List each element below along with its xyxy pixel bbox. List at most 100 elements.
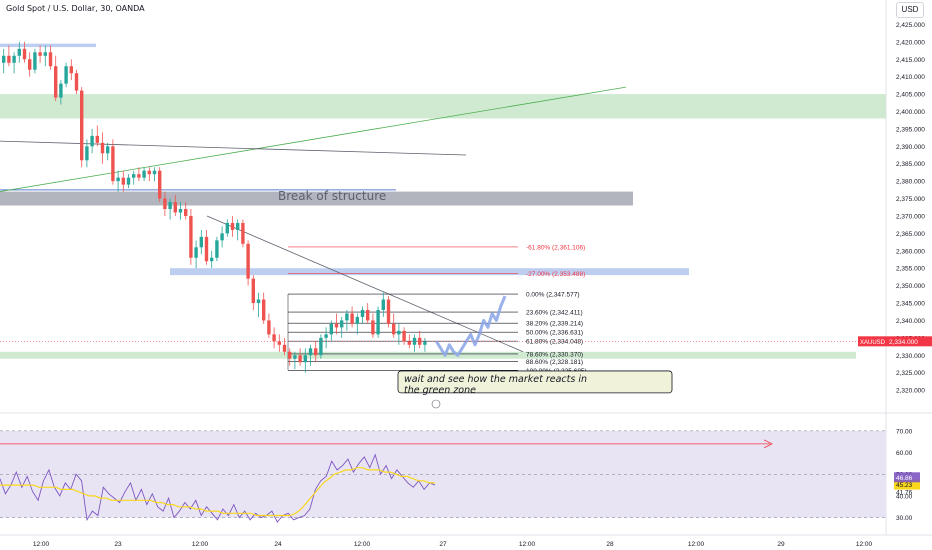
candle-body	[121, 177, 125, 185]
candle-body	[69, 66, 73, 74]
price-tick-label: 2,385.000	[896, 161, 925, 168]
rsi-value-label: 41.76	[896, 490, 913, 497]
price-tick-label: 2,325.000	[896, 370, 925, 377]
trend-line-descending	[206, 215, 524, 353]
candle-body	[230, 222, 235, 230]
price-tick-label: 2,405.000	[896, 92, 925, 99]
candle-body	[132, 174, 136, 178]
time-tick-label: 12:00	[33, 541, 50, 548]
candle-body	[256, 299, 261, 304]
candle-body	[308, 348, 313, 356]
rsi-tick-label: 30.00	[896, 515, 913, 522]
price-tick-label: 2,320.000	[896, 388, 925, 395]
candle-body	[282, 344, 287, 352]
candle-body	[7, 55, 11, 63]
rsi-tick-label: 60.00	[896, 450, 913, 457]
candle-body	[137, 174, 141, 178]
candle-body	[366, 309, 370, 321]
candle-body	[251, 278, 255, 304]
candle-body	[163, 198, 167, 209]
candle-body	[106, 146, 110, 154]
candle-body	[59, 83, 63, 98]
time-tick-label: 23	[114, 541, 122, 548]
price-tick-label: 2,375.000	[896, 196, 925, 203]
candle-body	[90, 135, 94, 147]
candle-body	[418, 337, 422, 345]
candle-body	[43, 52, 47, 56]
time-tick-label: 12:00	[192, 541, 209, 548]
candle-body	[288, 351, 292, 359]
price-tick-label: 2,410.000	[896, 74, 925, 81]
candle-body	[116, 177, 120, 182]
rsi-line	[0, 453, 436, 523]
candle-body	[262, 299, 266, 321]
zone-supply	[0, 94, 886, 119]
candle-body	[173, 202, 177, 213]
candle-body	[386, 299, 391, 324]
last-price-value: 2,334.000	[889, 339, 918, 346]
candle-body	[293, 355, 297, 359]
fib-level-label: 23.60% (2,342.411)	[526, 310, 583, 317]
candle-body	[80, 90, 84, 161]
candle-body	[48, 52, 53, 67]
last-price-symbol-badge	[858, 336, 886, 347]
note-text-line-2: the green zone	[404, 385, 476, 396]
rsi-tick-label: 40.00	[896, 493, 913, 500]
candle-body	[2, 55, 6, 63]
price-tick-label: 2,370.000	[896, 213, 925, 220]
candle-body	[314, 348, 318, 356]
fib-level-label: 78.60% (2,330.370)	[526, 351, 583, 358]
price-tick-label: 2,390.000	[896, 144, 925, 151]
candle-body	[225, 222, 229, 234]
candle-body	[199, 236, 203, 248]
candle-body	[340, 320, 344, 328]
candle-body	[158, 170, 162, 199]
candle-body	[33, 52, 37, 70]
time-tick-label: 12:00	[354, 541, 371, 548]
candle-body	[350, 313, 354, 324]
rsi-arrow-head-icon	[763, 439, 773, 449]
fib-level-label: -61.80% (2,361.106)	[526, 244, 585, 251]
projection-path	[435, 295, 507, 357]
fib-level-label: -27.00% (2,353.488)	[526, 271, 585, 278]
price-tick-label: 2,355.000	[896, 266, 925, 273]
candle-body	[126, 177, 131, 185]
price-tick-label: 2,330.000	[896, 353, 925, 360]
currency-badge[interactable]: USD	[896, 2, 924, 18]
candle-body	[345, 313, 349, 321]
candle-body	[184, 209, 188, 216]
price-tick-label: 2,420.000	[896, 39, 925, 46]
candle-body	[360, 309, 365, 317]
candle-body	[334, 323, 339, 328]
price-tick-label: 2,350.000	[896, 283, 925, 290]
rsi-tick-label: 70.00	[896, 428, 913, 435]
candle-body	[355, 316, 359, 324]
candle-body	[407, 341, 411, 345]
zone-demand	[0, 351, 856, 359]
candle-body	[204, 236, 209, 262]
last-price-symbol: XAUUSD	[860, 340, 886, 346]
candle-body	[376, 309, 380, 335]
candle-body	[178, 209, 183, 213]
price-tick-label: 2,365.000	[896, 231, 925, 238]
candle-body	[64, 66, 68, 84]
candle-body	[319, 337, 323, 356]
time-tick-label: 27	[439, 541, 447, 548]
price-tick-label: 2,345.000	[896, 301, 925, 308]
candle-body	[100, 142, 105, 154]
zone-blue-top	[0, 43, 96, 48]
candle-body	[246, 243, 250, 279]
time-tick-label: 12:00	[856, 541, 873, 548]
time-tick-label: 29	[777, 541, 785, 548]
price-tick-label: 2,425.000	[896, 22, 925, 29]
candle-body	[397, 330, 401, 335]
candle-body	[423, 341, 427, 345]
candle-body	[189, 215, 193, 258]
candle-body	[236, 222, 240, 230]
last-price-badge	[886, 336, 932, 347]
candle-body	[392, 323, 396, 335]
candle-body	[215, 240, 219, 258]
idea-marker-icon	[431, 399, 441, 409]
zone-blue	[170, 268, 689, 276]
